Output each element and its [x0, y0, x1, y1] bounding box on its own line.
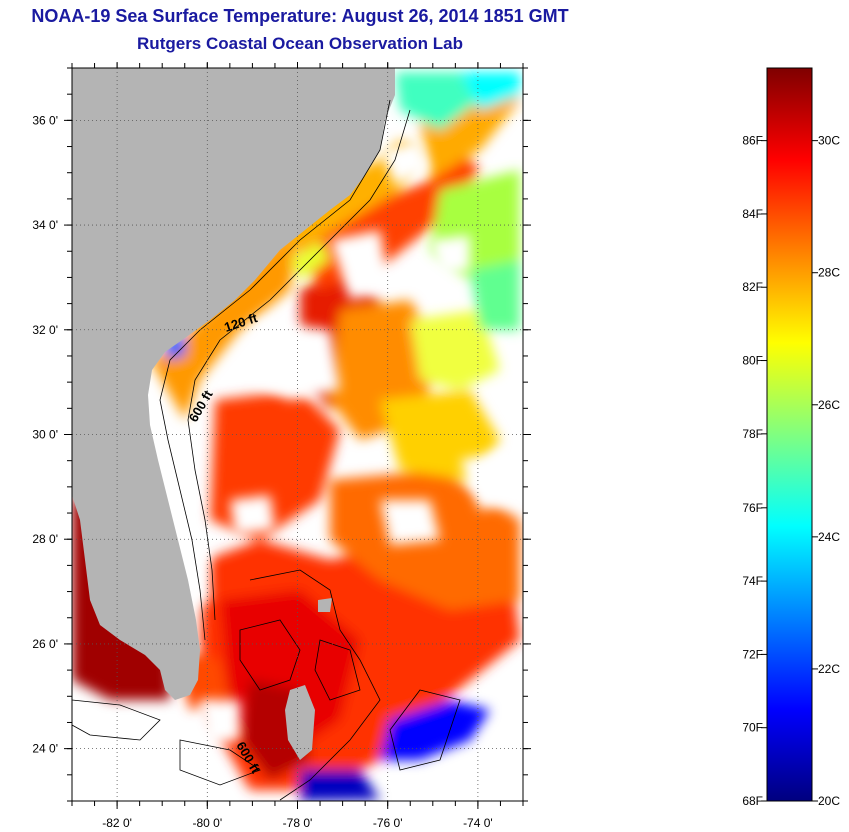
map-frame — [71, 67, 524, 802]
lon-tick-label: -80 0' — [192, 816, 222, 830]
colorbar-c-label: 24C — [818, 530, 840, 544]
colorbar-f-label: 76F — [742, 501, 763, 515]
map-subtitle: Rutgers Coastal Ocean Observation Lab — [137, 34, 463, 53]
lat-tick-label: 28 0' — [32, 532, 58, 546]
lon-tick-label: -82 0' — [102, 816, 132, 830]
colorbar-c-label: 22C — [818, 662, 840, 676]
lat-tick-label: 30 0' — [32, 428, 58, 442]
island-small — [318, 598, 332, 612]
colorbar: 68F 70F 72F 74F 76F 78F 80F 82F 84F 86F 20C 22C 24C 2… — [742, 67, 840, 808]
colorbar-f-label: 70F — [742, 721, 763, 735]
lat-tick-label: 36 0' — [32, 113, 58, 127]
colorbar-f-label: 78F — [742, 427, 763, 441]
colorbar-f-label: 86F — [742, 134, 763, 148]
lat-tick-label: 34 0' — [32, 218, 58, 232]
colorbar-f-label: 84F — [742, 207, 763, 221]
island-andros — [285, 685, 315, 760]
colorbar-f-label: 82F — [742, 280, 763, 294]
lat-tick-label: 24 0' — [32, 742, 58, 756]
colorbar-c-label: 30C — [818, 134, 840, 148]
land-mass — [72, 68, 395, 700]
map-panel — [72, 68, 523, 801]
colorbar-ticks: 68F 70F 72F 74F 76F 78F 80F 82F 84F 86F 20C 22C 24C 2… — [742, 134, 840, 808]
colorbar-f-label: 68F — [742, 794, 763, 808]
colorbar-bar — [766, 67, 813, 802]
lon-tick-label: -74 0' — [463, 816, 493, 830]
lon-tick-label: -76 0' — [373, 816, 403, 830]
lon-tick-label: -78 0' — [283, 816, 313, 830]
lat-tick-label: 32 0' — [32, 323, 58, 337]
colorbar-c-label: 26C — [818, 398, 840, 412]
colorbar-f-label: 72F — [742, 647, 763, 661]
colorbar-c-label: 28C — [818, 266, 840, 280]
map-axes: -82 0' -80 0' -78 0' -76 0' -74 0' 24 0' 26 0'… — [32, 62, 531, 830]
colorbar-f-label: 80F — [742, 354, 763, 368]
map-title: NOAA-19 Sea Surface Temperature: August … — [31, 6, 569, 26]
lat-tick-label: 26 0' — [32, 637, 58, 651]
colorbar-c-label: 20C — [818, 794, 840, 808]
colorbar-f-label: 74F — [742, 574, 763, 588]
